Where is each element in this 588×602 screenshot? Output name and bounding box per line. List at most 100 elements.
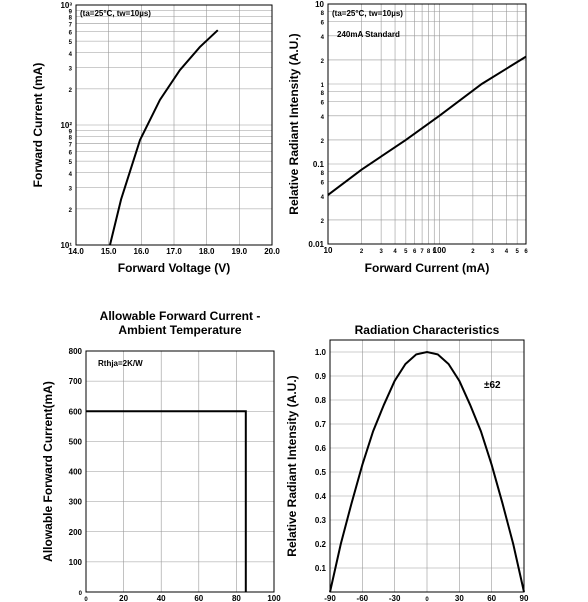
x-tick-label: 5 xyxy=(516,249,520,255)
y-tick-label: 5 xyxy=(69,160,73,166)
y-tick-label: 0.9 xyxy=(315,372,327,381)
x-tick-label: 20.0 xyxy=(264,247,280,256)
x-tick-label: 100 xyxy=(267,594,281,602)
y-tick-label: 2 xyxy=(321,219,325,225)
x-axis-label: Forward Voltage (V) xyxy=(118,261,230,275)
x-tick-label: -90 xyxy=(324,594,336,602)
x-tick-label: -30 xyxy=(389,594,401,602)
x-tick-label: 100 xyxy=(433,246,447,255)
y-tick-label: 7 xyxy=(69,143,73,149)
y-tick-label: 600 xyxy=(69,407,83,416)
annotation: ±62 xyxy=(484,380,501,391)
x-tick-label: 4 xyxy=(505,249,509,255)
y-axis-label: Forward Current (mA) xyxy=(31,63,45,188)
y-tick-label: 9 xyxy=(69,9,73,15)
y-tick-label: 8 xyxy=(321,91,325,97)
y-tick-label: 0.3 xyxy=(315,516,327,525)
x-tick-label: 18.0 xyxy=(199,247,215,256)
chart-title: Radiation Characteristics xyxy=(355,323,500,337)
x-tick-label: 14.0 xyxy=(68,247,84,256)
y-tick-label: 0.01 xyxy=(308,240,324,249)
x-tick-label: 6 xyxy=(524,249,528,255)
y-tick-label: 8 xyxy=(321,171,325,177)
y-tick-label: 300 xyxy=(69,498,83,507)
y-axis-label: Allowable Forward Current(mA) xyxy=(41,381,55,562)
y-tick-label: 1.0 xyxy=(315,348,327,357)
y-tick-label: 2 xyxy=(69,208,73,214)
plot-frame xyxy=(329,339,525,593)
y-tick-label: 0 xyxy=(79,591,83,597)
x-tick-label: 6 xyxy=(413,249,417,255)
y-tick-label: 10³ xyxy=(60,1,72,10)
x-tick-label: 16.0 xyxy=(134,247,150,256)
x-tick-label: 60 xyxy=(487,594,496,602)
y-tick-label: 6 xyxy=(321,21,325,27)
y-axis-label: Relative Radiant Intensity (A.U.) xyxy=(287,33,301,214)
x-tick-label: 80 xyxy=(232,594,241,602)
y-tick-label: 7 xyxy=(69,23,73,29)
annotation: 240mA Standard xyxy=(337,30,400,39)
y-tick-label: 0.2 xyxy=(315,540,327,549)
y-tick-label: 8 xyxy=(69,16,73,22)
y-tick-label: 4 xyxy=(321,115,325,121)
x-tick-label: 40 xyxy=(157,594,166,602)
x-tick-label: 17.0 xyxy=(166,247,182,256)
y-tick-label: 0.1 xyxy=(313,160,325,169)
y-tick-label: 4 xyxy=(321,195,325,201)
y-tick-label: 8 xyxy=(321,11,325,17)
y-tick-label: 0.8 xyxy=(315,396,327,405)
annotation: (ta=25°C, tw=10µs) xyxy=(80,9,151,18)
annotation: Rthja=2K/W xyxy=(98,359,143,368)
plot-frame xyxy=(75,4,273,246)
y-tick-label: 2 xyxy=(321,139,325,145)
y-tick-label: 100 xyxy=(69,558,83,567)
y-tick-label: 10¹ xyxy=(60,241,72,250)
y-tick-label: 500 xyxy=(69,437,83,446)
x-tick-label: 8 xyxy=(427,249,431,255)
y-tick-label: 2 xyxy=(321,59,325,65)
y-tick-label: 1 xyxy=(321,83,325,89)
x-tick-label: 90 xyxy=(520,594,529,602)
y-tick-label: 4 xyxy=(69,172,73,178)
x-tick-label: 7 xyxy=(420,249,424,255)
y-tick-label: 700 xyxy=(69,377,83,386)
y-tick-label: 0.4 xyxy=(315,492,327,501)
chart-title: Allowable Forward Current - xyxy=(100,309,261,323)
x-tick-label: 0 xyxy=(84,597,88,602)
y-tick-label: 5 xyxy=(69,40,73,46)
x-tick-label: 0 xyxy=(425,597,429,602)
x-tick-label: 4 xyxy=(393,249,397,255)
y-tick-label: 8 xyxy=(69,136,73,142)
x-tick-label: 15.0 xyxy=(101,247,117,256)
y-tick-label: 800 xyxy=(69,347,83,356)
x-tick-label: 9 xyxy=(433,249,437,255)
y-tick-label: 10 xyxy=(315,0,324,9)
y-tick-label: 3 xyxy=(69,67,73,73)
curve xyxy=(109,29,219,246)
x-tick-label: 19.0 xyxy=(232,247,248,256)
chart-title: Ambient Temperature xyxy=(118,323,241,337)
y-tick-label: 0.1 xyxy=(315,564,327,573)
annotation: (ta=25°C, tw=10µs) xyxy=(332,9,403,18)
plot-frame xyxy=(327,3,527,245)
y-tick-label: 9 xyxy=(69,129,73,135)
y-tick-label: 6 xyxy=(69,31,73,37)
y-tick-label: 0.6 xyxy=(315,444,327,453)
y-tick-label: 6 xyxy=(69,151,73,157)
y-tick-label: 3 xyxy=(69,187,73,193)
y-tick-label: 400 xyxy=(69,468,83,477)
curve xyxy=(329,350,525,593)
x-tick-label: 60 xyxy=(194,594,203,602)
x-axis-label: Forward Current (mA) xyxy=(365,261,490,275)
x-tick-label: -60 xyxy=(357,594,369,602)
x-tick-label: 20 xyxy=(119,594,128,602)
y-tick-label: 0.7 xyxy=(315,420,327,429)
x-tick-label: 10 xyxy=(324,246,333,255)
y-tick-label: 6 xyxy=(321,101,325,107)
y-tick-label: 0.5 xyxy=(315,468,327,477)
y-tick-label: 2 xyxy=(69,88,73,94)
x-tick-label: 2 xyxy=(471,249,475,255)
y-tick-label: 200 xyxy=(69,528,83,537)
x-tick-label: 3 xyxy=(379,249,383,255)
